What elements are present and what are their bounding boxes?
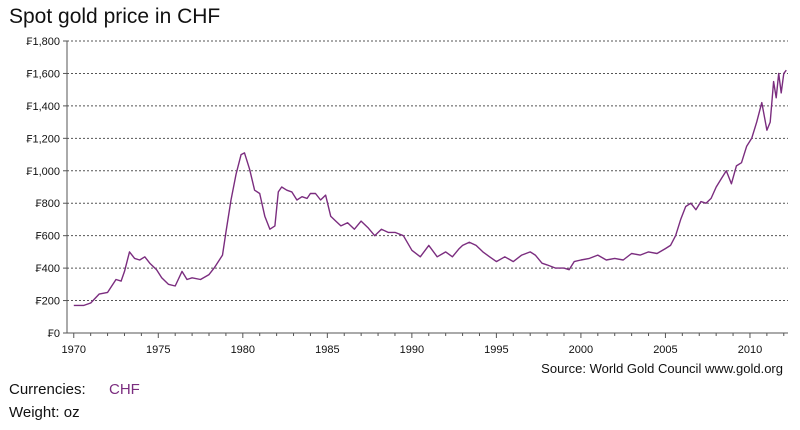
y-tick-label: ₣1,000 — [26, 166, 60, 178]
x-tick-label: 2010 — [738, 344, 762, 356]
currencies-row: Currencies: CHF — [9, 381, 140, 398]
y-tick-label: ₣400 — [36, 263, 60, 275]
y-tick-label: ₣0 — [48, 328, 60, 340]
weight-value: oz — [63, 404, 80, 421]
weight-row: Weight: oz — [9, 404, 80, 421]
y-tick-label: ₣1,800 — [26, 36, 60, 48]
x-tick-label: 2000 — [569, 344, 593, 356]
chart-series — [73, 69, 787, 307]
series-line-chf — [73, 69, 787, 307]
chart-source: Source: World Gold Council www.gold.org — [541, 361, 783, 376]
x-tick-label: 2005 — [653, 344, 677, 356]
y-tick-label: ₣600 — [36, 231, 60, 243]
x-tick-label: 1985 — [315, 344, 339, 356]
x-tick-label: 1995 — [484, 344, 508, 356]
x-tick-label: 1990 — [400, 344, 424, 356]
y-axis-tick-labels: ₣0 ₣200 ₣400 ₣600 ₣800 ₣1,000 ₣1,200 ₣1,400 ₣1,6… — [26, 36, 67, 340]
y-tick-label: ₣800 — [36, 198, 60, 210]
y-tick-label: ₣200 — [36, 296, 60, 308]
currencies-label: Currencies: — [9, 381, 86, 398]
y-tick-label: ₣1,400 — [26, 101, 60, 113]
chart-title: Spot gold price in CHF — [9, 5, 221, 28]
weight-label: Weight: — [9, 404, 60, 421]
x-tick-label: 1970 — [62, 344, 86, 356]
x-tick-label: 1980 — [231, 344, 255, 356]
y-tick-label: ₣1,600 — [26, 68, 60, 80]
x-axis: 1970 1975 1980 1985 1990 1995 2000 2005 2010 — [62, 41, 788, 356]
currencies-value: CHF — [109, 381, 140, 398]
y-tick-label: ₣1,200 — [26, 133, 60, 145]
chart-gridlines — [67, 40, 788, 302]
x-tick-label: 1975 — [146, 344, 170, 356]
